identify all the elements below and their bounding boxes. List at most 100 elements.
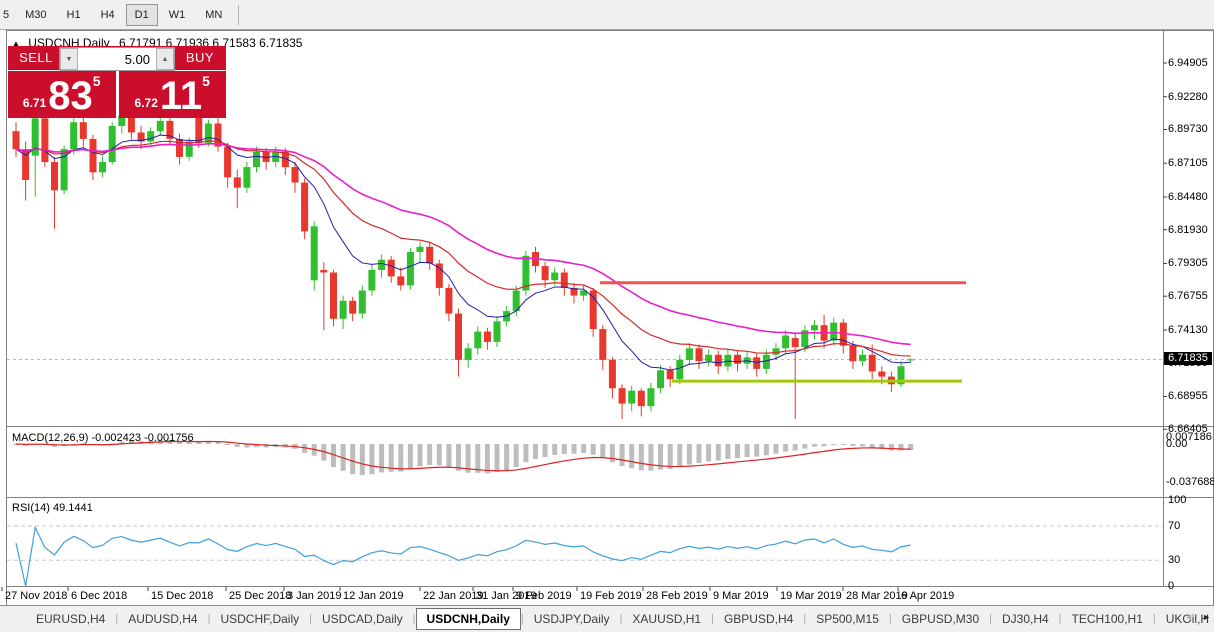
tab-usdcad-daily[interactable]: USDCAD,Daily bbox=[321, 612, 403, 626]
tab-usdcnh-daily[interactable]: USDCNH,Daily bbox=[415, 608, 521, 630]
buy-price-fraction: 5 bbox=[202, 73, 210, 89]
timeframe-button-mn[interactable]: MN bbox=[205, 8, 223, 21]
tab-separator: | bbox=[412, 613, 416, 625]
date-tick-label: 15 Dec 2018 bbox=[151, 590, 214, 602]
rsi-tick-label: 100 bbox=[1168, 494, 1187, 506]
tab-tech100-h1[interactable]: TECH100,H1 bbox=[1071, 612, 1143, 626]
date-tick-label: 6 Apr 2019 bbox=[901, 590, 955, 602]
tab-separator: | bbox=[711, 613, 714, 625]
rsi-separator[interactable] bbox=[6, 497, 1214, 498]
collapse-panel-icon[interactable]: ▲ bbox=[12, 39, 20, 48]
timeframe-toolbar: 5 M30 H1 H4 D1 W1 MN bbox=[0, 0, 1214, 30]
rsi-tick-label: 70 bbox=[1168, 520, 1181, 532]
macd-tick-label: -0.037688 bbox=[1166, 476, 1214, 488]
price-tick-label: 6.74130 bbox=[1168, 324, 1208, 336]
tab-separator: | bbox=[619, 613, 623, 625]
tab-scroll-right-icon[interactable]: ► bbox=[1202, 612, 1211, 622]
spinner-up-icon: ▲ bbox=[161, 55, 169, 63]
macd-tick-label: 0.00 bbox=[1166, 438, 1188, 450]
date-tick-label: 25 Dec 2018 bbox=[229, 590, 292, 602]
volume-input[interactable] bbox=[78, 48, 156, 70]
price-tick-label: 6.81930 bbox=[1168, 224, 1208, 236]
timeframe-button-w1[interactable]: W1 bbox=[168, 8, 186, 21]
price-tick-label: 6.76755 bbox=[1168, 290, 1208, 302]
tab-eurusd-h4[interactable]: EURUSD,H4 bbox=[36, 612, 106, 626]
rsi-label: RSI(14) 49.1441 bbox=[12, 502, 93, 514]
timeframe-button-d1[interactable]: D1 bbox=[125, 3, 158, 26]
price-tick-label: 6.68955 bbox=[1168, 390, 1208, 402]
macd-label: MACD(12,26,9) -0.002423 -0.001756 bbox=[12, 432, 194, 444]
tab-xauusd-h1[interactable]: XAUUSD,H1 bbox=[632, 612, 702, 626]
rsi-tick-label: 30 bbox=[1168, 554, 1181, 566]
volume-decrease-button[interactable]: ▼ bbox=[60, 48, 78, 70]
tab-usdjpy-daily[interactable]: USDJPY,Daily bbox=[533, 612, 610, 626]
sell-price-button[interactable]: 6.71 83 5 bbox=[8, 71, 116, 118]
price-tick-label: 6.87105 bbox=[1168, 157, 1208, 169]
timeframe-button-m30[interactable]: M30 bbox=[25, 8, 47, 21]
tab-separator: | bbox=[207, 613, 211, 625]
one-click-trading-panel: SELL ▼ ▲ BUY 6.71 83 5 6.72 11 5 bbox=[8, 46, 226, 118]
date-tick-label: 6 Dec 2018 bbox=[71, 590, 128, 602]
date-tick-label: 28 Mar 2019 bbox=[846, 590, 908, 602]
tab-scroll-left-icon[interactable]: ◄ bbox=[1184, 612, 1194, 622]
toolbar-separator bbox=[238, 4, 240, 25]
price-tick-label: 6.89730 bbox=[1168, 123, 1208, 135]
chart-left-border bbox=[6, 30, 7, 605]
date-tick-label: 19 Feb 2019 bbox=[580, 590, 642, 602]
buy-button[interactable]: BUY bbox=[176, 47, 224, 70]
macd-separator[interactable] bbox=[6, 426, 1214, 427]
volume-spinner: ▼ ▲ bbox=[59, 47, 175, 71]
tab-separator: | bbox=[309, 613, 312, 625]
tab-separator: | bbox=[1058, 613, 1062, 625]
tab-gbpusd-h4[interactable]: GBPUSD,H4 bbox=[723, 612, 794, 626]
tab-separator: | bbox=[520, 613, 524, 625]
date-tick-label: 22 Jan 2019 bbox=[423, 590, 484, 602]
date-tick-label: 31 Jan 2019 bbox=[476, 590, 537, 602]
trade-panel-prices: 6.71 83 5 6.72 11 5 bbox=[8, 71, 226, 118]
tab-separator: | bbox=[1152, 613, 1156, 625]
sell-price-fraction: 5 bbox=[92, 73, 101, 89]
tab-separator: | bbox=[803, 613, 807, 625]
tab-ukoil-h[interactable]: UKOil,H bbox=[1165, 612, 1210, 626]
price-tick-label: 6.92280 bbox=[1168, 91, 1208, 103]
date-tick-label: 9 Mar 2019 bbox=[713, 590, 769, 602]
date-tick-label: 3 Jan 2019 bbox=[287, 590, 342, 602]
sell-price-pips: 83 bbox=[48, 74, 93, 118]
timeframe-button-h4[interactable]: H4 bbox=[100, 8, 115, 21]
date-tick-label: 12 Jan 2019 bbox=[343, 590, 404, 602]
tab-scroll-buttons: ◄ ► bbox=[1184, 612, 1211, 622]
volume-increase-button[interactable]: ▲ bbox=[156, 48, 174, 70]
buy-price-pips: 11 bbox=[159, 74, 203, 118]
sell-price-base: 6.71 bbox=[22, 96, 47, 110]
sell-button[interactable]: SELL bbox=[10, 47, 62, 70]
tab-separator: | bbox=[989, 613, 992, 625]
chart-top-border bbox=[6, 30, 1214, 31]
spinner-down-icon: ▼ bbox=[65, 55, 73, 63]
timeframe-button-5[interactable]: 5 bbox=[3, 8, 10, 21]
timeframe-button-h1[interactable]: H1 bbox=[66, 8, 81, 21]
price-tick-label: 6.94905 bbox=[1168, 57, 1208, 69]
trade-panel-top-row: SELL ▼ ▲ BUY bbox=[8, 46, 226, 71]
macd-tick-label: 0.007186 bbox=[1166, 431, 1212, 443]
tab-audusd-h4[interactable]: AUDUSD,H4 bbox=[128, 612, 198, 626]
rsi-tick-label: 0 bbox=[1168, 580, 1175, 592]
date-tick-label: 9 Feb 2019 bbox=[516, 590, 572, 602]
tab-sp500-m15[interactable]: SP500,M15 bbox=[816, 612, 879, 626]
tab-gbpusd-m30[interactable]: GBPUSD,M30 bbox=[901, 612, 980, 626]
buy-price-base: 6.72 bbox=[134, 96, 158, 110]
tab-separator: | bbox=[115, 613, 119, 625]
date-tick-label: 27 Nov 2018 bbox=[5, 590, 68, 602]
date-tick-label: 28 Feb 2019 bbox=[646, 590, 708, 602]
chart-tab-bar: EURUSD,H4 | AUDUSD,H4 | USDCHF,Daily | USDCAD,… bbox=[0, 605, 1214, 632]
current-price-badge: 6.71835 bbox=[1164, 352, 1212, 365]
date-axis-border bbox=[6, 586, 1214, 587]
tab-dj30-h4[interactable]: DJ30,H4 bbox=[1001, 612, 1049, 626]
buy-price-button[interactable]: 6.72 11 5 bbox=[118, 71, 226, 118]
date-tick-label: 19 Mar 2019 bbox=[780, 590, 842, 602]
price-axis-border bbox=[1163, 31, 1164, 586]
tab-usdchf-daily[interactable]: USDCHF,Daily bbox=[220, 612, 300, 626]
tab-separator: | bbox=[888, 613, 892, 625]
price-tick-label: 6.84480 bbox=[1168, 191, 1208, 203]
